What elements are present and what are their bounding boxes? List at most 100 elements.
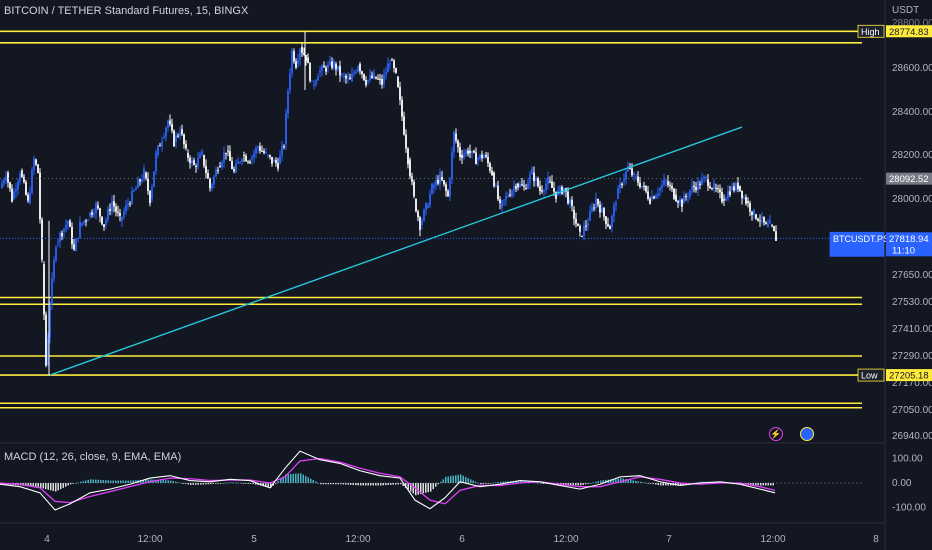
macd-histogram-bar [157, 479, 159, 483]
candle-body [591, 207, 593, 212]
price-badge-bg [886, 369, 932, 382]
candle-body [509, 194, 511, 196]
candle-body [309, 63, 311, 81]
price-tick-label: 27410.00 [892, 324, 932, 335]
candle-body [619, 183, 621, 189]
candle-body [341, 74, 343, 76]
macd-histogram-bar [87, 479, 89, 483]
macd-histogram-bar [127, 480, 129, 483]
macd-histogram-bar [647, 483, 649, 484]
macd-histogram-bar [367, 483, 369, 486]
price-tick-label: 26940.00 [892, 431, 932, 442]
time-axis-label: 8 [873, 534, 879, 545]
price-tick-label: 27170.00 [892, 378, 932, 389]
macd-histogram-bar [25, 483, 27, 487]
price-badge-label-bg [857, 24, 885, 38]
macd-histogram-bar [285, 474, 287, 483]
candle-body [529, 174, 531, 183]
candle-body [171, 124, 173, 131]
candle-body [225, 152, 227, 154]
candle-body [533, 172, 535, 181]
candle-body [673, 188, 675, 199]
candle-body [479, 154, 481, 159]
macd-histogram-bar [487, 483, 489, 484]
macd-histogram-bar [580, 483, 582, 486]
macd-histogram-bar [637, 481, 639, 483]
candle-body [95, 203, 97, 214]
macd-histogram-bar [330, 483, 332, 485]
macd-histogram-bar [337, 483, 339, 485]
macd-histogram-bar [130, 480, 132, 483]
candle-body [717, 188, 719, 190]
candle-body [367, 79, 369, 82]
macd-histogram-bar [317, 482, 319, 484]
candle-body [751, 211, 753, 216]
macd-histogram-bar [520, 480, 522, 483]
candle-body [573, 209, 575, 219]
macd-histogram-bar [562, 483, 564, 485]
candle-body [603, 208, 605, 217]
macd-histogram-bar [252, 483, 254, 485]
candle-body [277, 163, 279, 169]
macd-histogram-bar [477, 483, 479, 484]
candle-body [435, 179, 437, 186]
macd-histogram-bar [462, 475, 464, 483]
candle-body [739, 185, 741, 191]
macd-histogram-bar [397, 483, 399, 485]
macd-histogram-bar [772, 483, 774, 486]
macd-histogram-bar [210, 483, 212, 485]
candle-body [219, 166, 221, 168]
candle-body [239, 161, 241, 163]
candle-body [671, 186, 673, 189]
flag-icon[interactable] [800, 427, 814, 441]
candle-body [269, 154, 271, 157]
macd-histogram-bar [582, 483, 584, 485]
candle-body [477, 158, 479, 160]
macd-histogram-bar [600, 480, 602, 483]
candle-body [283, 146, 285, 148]
price-tick-label: 28800.00 [892, 18, 932, 29]
candle-body [145, 172, 147, 179]
candle-body [365, 79, 367, 86]
candle-body [255, 147, 257, 154]
candle-body [55, 247, 57, 261]
candle-body [561, 186, 563, 194]
candle-body [759, 220, 761, 222]
macd-histogram-bar [297, 473, 299, 483]
candle-body [399, 87, 401, 100]
candle-body [733, 186, 735, 191]
candle-body [65, 224, 67, 229]
candle-body [749, 203, 751, 212]
macd-histogram-bar [335, 483, 337, 485]
macd-histogram-bar [347, 483, 349, 485]
candle-body [629, 168, 631, 170]
candle-body [567, 191, 569, 204]
candle-body [53, 260, 55, 279]
candle-body [701, 178, 703, 185]
macd-histogram-bar [85, 480, 87, 483]
macd-histogram-bar [660, 483, 662, 486]
candle-body [241, 159, 243, 162]
candle-body [75, 239, 77, 252]
macd-histogram-bar [132, 480, 134, 483]
macd-histogram-bar [382, 483, 384, 486]
candle-body [37, 164, 39, 174]
time-axis-label: 7 [666, 534, 672, 545]
macd-histogram-bar [632, 480, 634, 483]
candle-body [401, 99, 403, 117]
lightning-icon[interactable]: ⚡ [769, 427, 783, 441]
candle-body [773, 226, 775, 232]
candle-body [139, 179, 141, 182]
candle-body [157, 145, 159, 155]
macd-histogram-bar [242, 483, 244, 484]
candle-body [83, 220, 85, 223]
macd-histogram-bar [597, 481, 599, 483]
candle-body [551, 181, 553, 188]
candle-body [521, 184, 523, 186]
candle-body [431, 183, 433, 194]
macd-histogram-bar [280, 478, 282, 483]
candle-body [85, 220, 87, 222]
candle-body [353, 72, 355, 74]
macd-histogram-bar [572, 483, 574, 485]
macd-histogram-bar [567, 483, 569, 485]
